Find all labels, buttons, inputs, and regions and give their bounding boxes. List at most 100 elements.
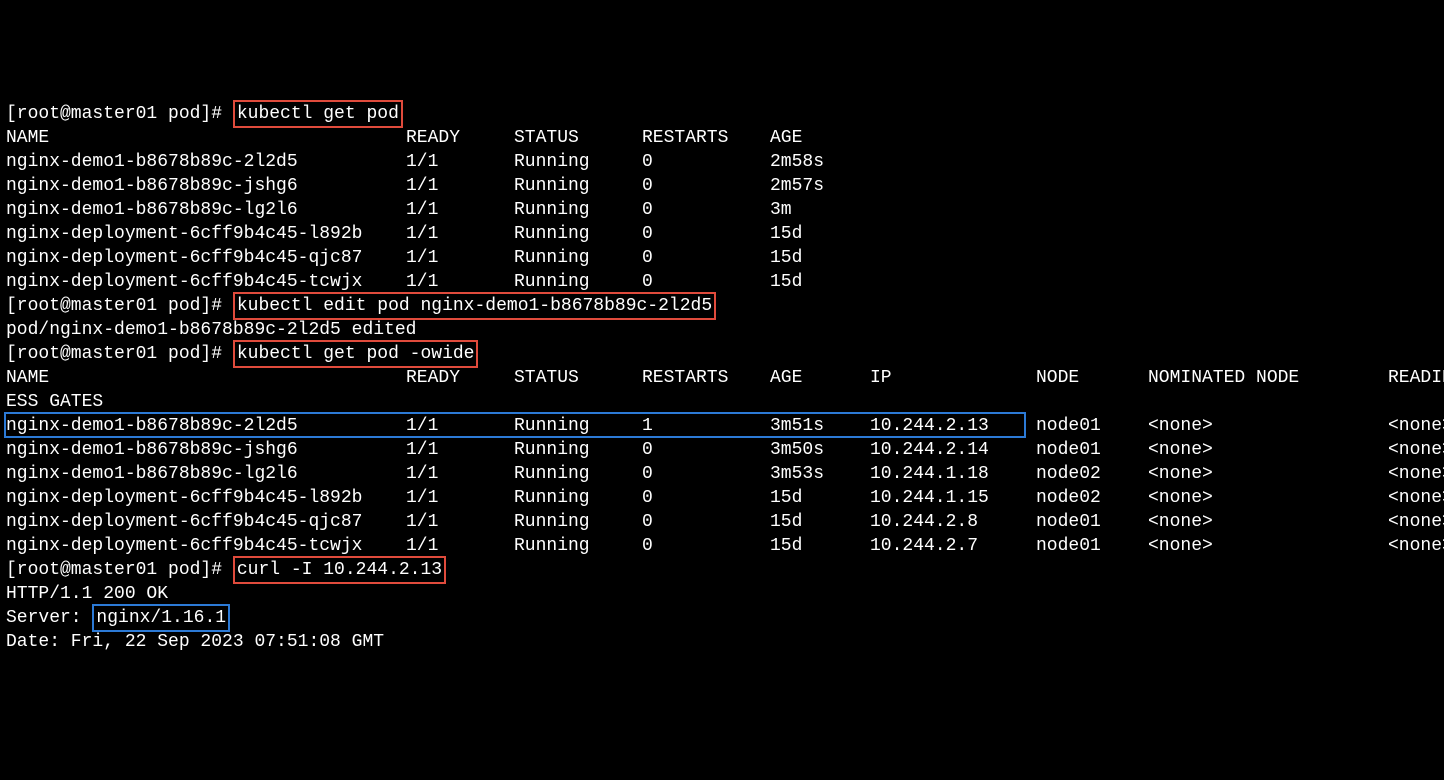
pod-ip: 10.244.2.14	[870, 438, 1036, 462]
pod-name: nginx-deployment-6cff9b4c45-tcwjx	[6, 270, 406, 294]
table1-row: nginx-deployment-6cff9b4c45-tcwjx1/1Runn…	[6, 270, 1438, 294]
pod-restarts: 0	[642, 246, 770, 270]
pod-status: Running	[514, 222, 642, 246]
table2-header: NAMEREADYSTATUSRESTARTSAGEIPNODENOMINATE…	[6, 366, 1438, 390]
pod-name: nginx-demo1-b8678b89c-jshg6	[6, 174, 406, 198]
shell-prompt: [root@master01 pod]#	[6, 342, 233, 366]
pod-ready: 1/1	[406, 174, 514, 198]
pod-node: node01	[1036, 534, 1148, 558]
http-date: Date: Fri, 22 Sep 2023 07:51:08 GMT	[6, 630, 384, 654]
pod-restarts: 0	[642, 438, 770, 462]
http-server-value: nginx/1.16.1	[92, 604, 230, 632]
pod-node: node02	[1036, 486, 1148, 510]
pod-readin: <none>	[1388, 414, 1444, 438]
pod-restarts: 0	[642, 198, 770, 222]
http-server-label: Server:	[6, 606, 92, 630]
col-header-age: AGE	[770, 126, 890, 150]
pod-ip: 10.244.1.15	[870, 486, 1036, 510]
col-header-restarts: RESTARTS	[642, 366, 770, 390]
col-header-ready: READY	[406, 366, 514, 390]
shell-prompt: [root@master01 pod]#	[6, 102, 233, 126]
pod-age: 15d	[770, 270, 890, 294]
pod-node: node01	[1036, 510, 1148, 534]
col-header-ready: READY	[406, 126, 514, 150]
pod-age: 3m50s	[770, 438, 870, 462]
table1-row: nginx-demo1-b8678b89c-lg2l61/1Running03m	[6, 198, 1438, 222]
pod-node: node02	[1036, 462, 1148, 486]
pod-nomnode: <none>	[1148, 534, 1388, 558]
pod-restarts: 0	[642, 222, 770, 246]
pod-name: nginx-deployment-6cff9b4c45-qjc87	[6, 510, 406, 534]
http-status: HTTP/1.1 200 OK	[6, 582, 168, 606]
terminal-output: [root@master01 pod]# kubectl get podNAME…	[6, 102, 1438, 654]
table2-row: nginx-demo1-b8678b89c-jshg61/1Running03m…	[6, 438, 1438, 462]
command-1: kubectl get pod	[233, 100, 403, 128]
pod-ready: 1/1	[406, 414, 514, 438]
pod-readin: <none>	[1388, 462, 1444, 486]
pod-age: 15d	[770, 246, 890, 270]
pod-name: nginx-demo1-b8678b89c-lg2l6	[6, 198, 406, 222]
col-header-name: NAME	[6, 366, 406, 390]
pod-age: 3m51s	[770, 414, 870, 438]
http-line: HTTP/1.1 200 OK	[6, 582, 1438, 606]
pod-ip: 10.244.1.18	[870, 462, 1036, 486]
pod-ip: 10.244.2.8	[870, 510, 1036, 534]
pod-status: Running	[514, 438, 642, 462]
pod-status: Running	[514, 174, 642, 198]
pod-name: nginx-deployment-6cff9b4c45-qjc87	[6, 246, 406, 270]
pod-ready: 1/1	[406, 150, 514, 174]
pod-node: node01	[1036, 438, 1148, 462]
pod-status: Running	[514, 534, 642, 558]
pod-status: Running	[514, 462, 642, 486]
pod-restarts: 0	[642, 486, 770, 510]
pod-restarts: 0	[642, 534, 770, 558]
pod-status: Running	[514, 414, 642, 438]
command-2: kubectl edit pod nginx-demo1-b8678b89c-2…	[233, 292, 716, 320]
pod-node: node01	[1036, 414, 1148, 438]
col-header-nomnode: NOMINATED NODE	[1148, 366, 1388, 390]
pod-status: Running	[514, 510, 642, 534]
pod-restarts: 0	[642, 150, 770, 174]
pod-age: 15d	[770, 222, 890, 246]
col-header-status: STATUS	[514, 366, 642, 390]
pod-nomnode: <none>	[1148, 486, 1388, 510]
pod-ready: 1/1	[406, 438, 514, 462]
pod-status: Running	[514, 486, 642, 510]
pod-nomnode: <none>	[1148, 462, 1388, 486]
pod-readin: <none>	[1388, 438, 1444, 462]
command-4: curl -I 10.244.2.13	[233, 556, 446, 584]
pod-name: nginx-demo1-b8678b89c-2l2d5	[6, 150, 406, 174]
table2-row: nginx-demo1-b8678b89c-lg2l61/1Running03m…	[6, 462, 1438, 486]
pod-status: Running	[514, 246, 642, 270]
pod-ready: 1/1	[406, 270, 514, 294]
col-header-readin: READIN	[1388, 366, 1444, 390]
col-header-node: NODE	[1036, 366, 1148, 390]
table2-row: nginx-demo1-b8678b89c-2l2d51/1Running13m…	[6, 414, 1438, 438]
pod-name: nginx-demo1-b8678b89c-jshg6	[6, 438, 406, 462]
col-header-name: NAME	[6, 126, 406, 150]
pod-age: 15d	[770, 510, 870, 534]
table2-row: nginx-deployment-6cff9b4c45-l892b1/1Runn…	[6, 486, 1438, 510]
pod-age: 15d	[770, 534, 870, 558]
pod-name: nginx-deployment-6cff9b4c45-l892b	[6, 486, 406, 510]
pod-ready: 1/1	[406, 534, 514, 558]
pod-restarts: 0	[642, 174, 770, 198]
table1-row: nginx-demo1-b8678b89c-2l2d51/1Running02m…	[6, 150, 1438, 174]
header-wrap: ESS GATES	[6, 390, 103, 414]
pod-nomnode: <none>	[1148, 414, 1388, 438]
pod-age: 3m	[770, 198, 890, 222]
pod-nomnode: <none>	[1148, 438, 1388, 462]
pod-restarts: 1	[642, 414, 770, 438]
table1-row: nginx-deployment-6cff9b4c45-qjc871/1Runn…	[6, 246, 1438, 270]
pod-name: nginx-deployment-6cff9b4c45-l892b	[6, 222, 406, 246]
pod-age: 2m58s	[770, 150, 890, 174]
pod-status: Running	[514, 270, 642, 294]
table1-header: NAMEREADYSTATUSRESTARTSAGE	[6, 126, 1438, 150]
table1-row: nginx-demo1-b8678b89c-jshg61/1Running02m…	[6, 174, 1438, 198]
pod-ready: 1/1	[406, 198, 514, 222]
http-line: Date: Fri, 22 Sep 2023 07:51:08 GMT	[6, 630, 1438, 654]
table2-header-wrap: ESS GATES	[6, 390, 1438, 414]
shell-prompt: [root@master01 pod]#	[6, 558, 233, 582]
pod-ip: 10.244.2.7	[870, 534, 1036, 558]
pod-age: 15d	[770, 486, 870, 510]
